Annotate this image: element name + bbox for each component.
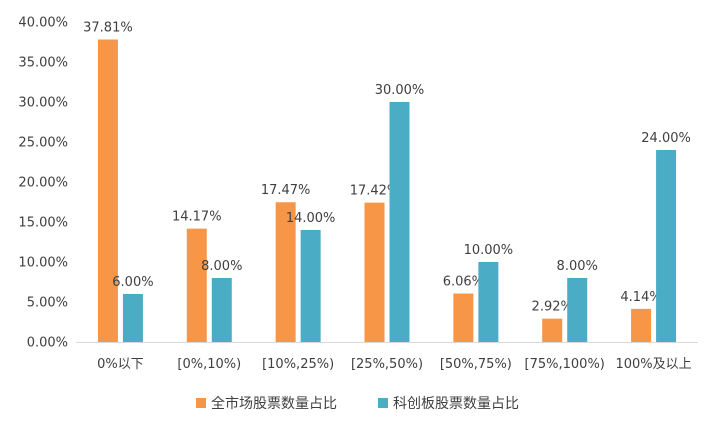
x-category-label: [50%,75%) — [440, 357, 512, 372]
bar-market — [631, 308, 652, 342]
bar-market — [275, 202, 296, 342]
data-label: 14.00% — [286, 211, 336, 226]
legend-label: 全市场股票数量占比 — [211, 395, 337, 412]
data-label: 37.81% — [83, 21, 133, 36]
x-category-label: [75%,100%) — [525, 357, 605, 372]
bar-star-market — [478, 262, 499, 342]
legend-label: 科创板股票数量占比 — [393, 396, 519, 412]
x-category-label: [10%,25%) — [262, 357, 334, 372]
data-label: 24.00% — [641, 131, 691, 146]
data-label: 17.42% — [350, 184, 400, 199]
data-label: 17.47% — [261, 183, 311, 198]
x-category-label: [25%,50%) — [351, 357, 423, 372]
x-category-label: 100%及以上 — [615, 357, 691, 372]
bar-market — [186, 228, 207, 342]
bar-market — [542, 318, 563, 342]
y-tick-label: 5.00% — [27, 296, 68, 311]
y-tick-label: 40.00% — [18, 16, 68, 31]
data-label: 10.00% — [464, 243, 514, 258]
x-category-label: [0%,10%) — [177, 357, 241, 372]
legend-swatch — [196, 398, 206, 408]
y-tick-label: 20.00% — [18, 176, 68, 191]
bar-market — [453, 293, 474, 342]
x-category-label: 0%以下 — [97, 357, 144, 372]
y-tick-label: 15.00% — [18, 216, 68, 231]
y-tick-label: 0.00% — [27, 336, 68, 351]
bar-star-market — [567, 278, 588, 342]
bar-star-market — [122, 294, 143, 342]
bar-star-market — [300, 230, 321, 342]
data-label: 4.14% — [620, 290, 661, 305]
bar-market — [364, 202, 385, 342]
bar-star-market — [656, 150, 677, 342]
data-label: 8.00% — [557, 259, 598, 274]
data-label: 8.00% — [201, 259, 242, 274]
y-tick-label: 35.00% — [18, 56, 68, 71]
bar-star-market — [389, 102, 410, 342]
y-tick-label: 10.00% — [18, 256, 68, 271]
bar-market — [97, 39, 118, 343]
data-label: 6.00% — [112, 275, 153, 290]
legend-swatch — [378, 398, 388, 408]
bar-star-market — [211, 278, 232, 342]
data-label: 14.17% — [172, 210, 222, 225]
data-label: 30.00% — [375, 83, 425, 98]
y-tick-label: 25.00% — [18, 136, 68, 151]
data-label: 2.92% — [532, 300, 573, 315]
data-label: 6.06% — [443, 275, 484, 290]
y-tick-label: 30.00% — [18, 96, 68, 111]
